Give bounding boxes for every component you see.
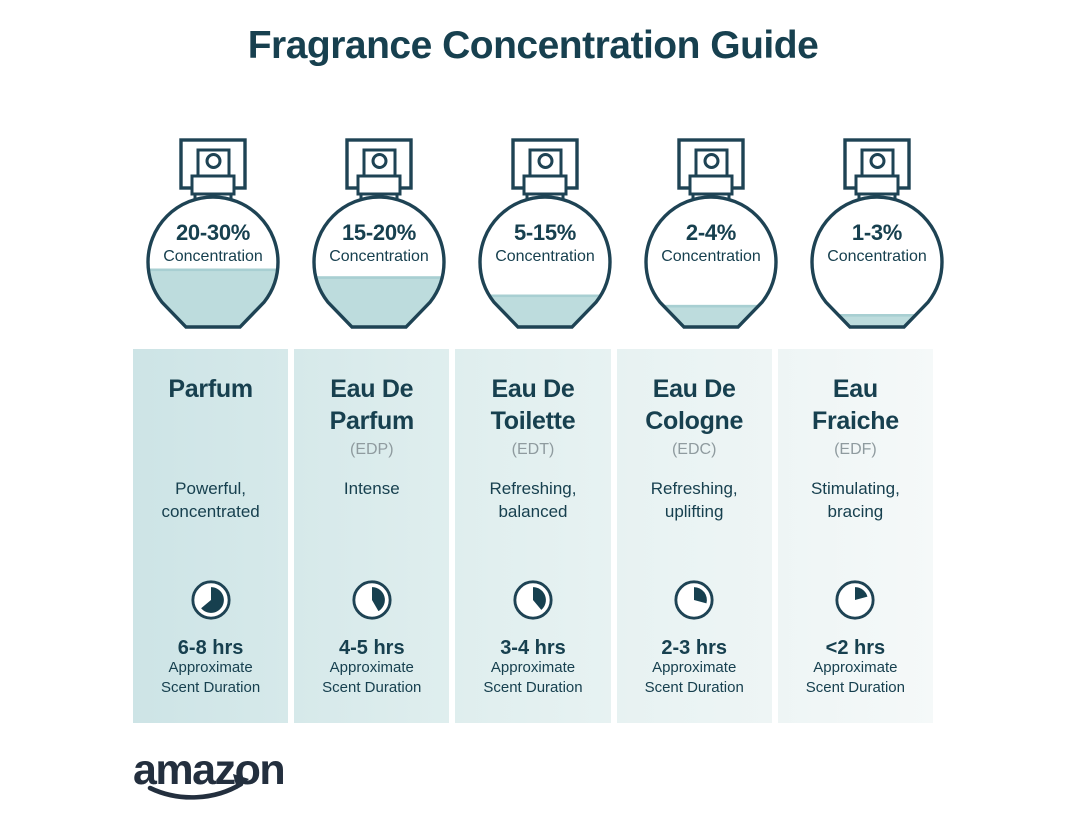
clock-icon — [294, 579, 449, 621]
duration-caption: Approximate Scent Duration — [644, 659, 744, 696]
fragrance-name: Eau De Toilette — [490, 375, 576, 435]
page-title: Fragrance Concentration Guide — [247, 24, 819, 67]
clock-icon — [778, 579, 933, 621]
column-eau-de-parfum: Eau De Parfum (EDP) Intense 4-5 hrs Appr… — [294, 349, 450, 723]
clock-icon — [133, 579, 288, 621]
duration-caption: Approximate Scent Duration — [805, 659, 905, 696]
perfume-bottle-icon — [312, 138, 446, 329]
fragrance-abbr: (EDF) — [834, 441, 877, 458]
perfume-bottle-icon — [146, 138, 280, 329]
amazon-smile-icon — [147, 781, 244, 800]
column-parfum: Parfum Powerful, concentrated 6-8 hrs Ap… — [133, 349, 289, 723]
fragrance-description: Refreshing, uplifting — [650, 479, 738, 521]
duration-value: 4-5 hrs — [338, 637, 405, 659]
fragrance-description: Intense — [343, 479, 400, 498]
info-columns: Parfum Powerful, concentrated 6-8 hrs Ap… — [133, 349, 933, 723]
column-header: Parfum — [133, 373, 288, 409]
fragrance-name: Eau Fraiche — [811, 375, 899, 435]
perfume-bottle-icon — [644, 138, 778, 329]
fragrance-abbr: (EDT) — [511, 441, 555, 458]
duration-caption: Approximate Scent Duration — [322, 659, 422, 696]
bottle-eau-de-cologne: 2-4% Concentration — [631, 136, 791, 336]
column-header: Eau De Cologne (EDC) — [617, 373, 772, 459]
duration-value: <2 hrs — [825, 637, 886, 659]
column-eau-de-cologne: Eau De Cologne (EDC) Refreshing, uplifti… — [616, 349, 772, 723]
bottle-eau-de-toilette: 5-15% Concentration — [465, 136, 625, 336]
column-header: Eau De Toilette (EDT) — [455, 373, 610, 459]
fragrance-description: Powerful, concentrated — [161, 479, 260, 521]
column-header: Eau Fraiche (EDF) — [778, 373, 933, 459]
fragrance-name: Eau De Parfum — [329, 375, 415, 435]
fragrance-name: Parfum — [168, 375, 253, 403]
clock-icon — [617, 579, 772, 621]
column-eau-fraiche: Eau Fraiche (EDF) Stimulating, bracing <… — [777, 349, 933, 723]
bottle-parfum: 20-30% Concentration — [133, 136, 293, 336]
amazon-logo: amazon — [131, 744, 291, 806]
duration-caption: Approximate Scent Duration — [160, 659, 261, 696]
fragrance-description: Refreshing, balanced — [489, 479, 577, 521]
bottles-row: 20-30% Concentration — [133, 136, 944, 336]
perfume-bottle-icon — [810, 138, 944, 329]
fragrance-abbr: (EDP) — [350, 441, 394, 458]
perfume-bottle-icon — [478, 138, 612, 329]
clock-icon — [455, 579, 610, 621]
bottle-eau-de-parfum: 15-20% Concentration — [299, 136, 459, 336]
column-header: Eau De Parfum (EDP) — [294, 373, 449, 459]
column-eau-de-toilette: Eau De Toilette (EDT) Refreshing, balanc… — [455, 349, 611, 723]
duration-value: 6-8 hrs — [177, 637, 244, 659]
duration-value: 2-3 hrs — [661, 637, 727, 659]
duration-value: 3-4 hrs — [500, 637, 566, 659]
bottle-eau-fraiche: 1-3% Concentration — [797, 136, 957, 336]
amazon-logo-text: amazon — [133, 746, 284, 794]
duration-caption: Approximate Scent Duration — [483, 659, 583, 696]
fragrance-name: Eau De Cologne — [645, 375, 744, 435]
fragrance-description: Stimulating, bracing — [810, 479, 900, 521]
fragrance-abbr: (EDC) — [671, 441, 717, 458]
